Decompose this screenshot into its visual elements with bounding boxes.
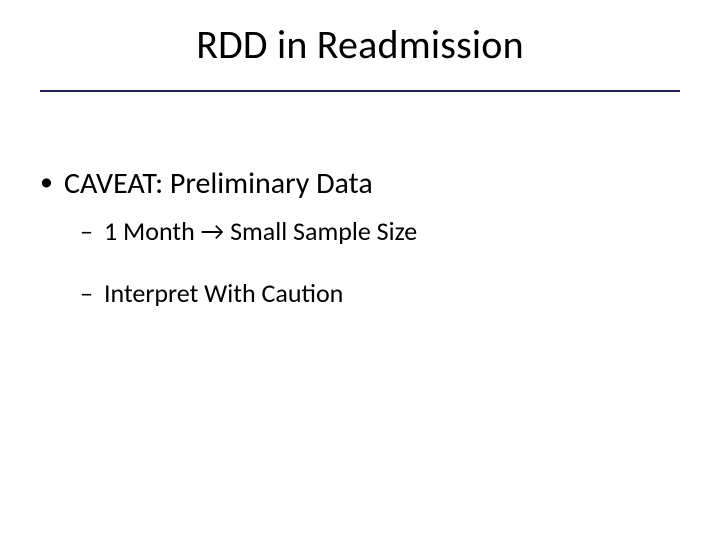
title-underline <box>40 90 680 92</box>
body-content: CAVEAT: Preliminary Data 1 Month → Small… <box>36 165 676 340</box>
bullet-level1: CAVEAT: Preliminary Data <box>36 165 676 203</box>
bullet-level2: 1 Month → Small Sample Size <box>36 215 676 248</box>
bullet-level2: Interpret With Caution <box>36 277 676 310</box>
title-block: RDD in Readmission <box>0 20 720 69</box>
slide: RDD in Readmission CAVEAT: Preliminary D… <box>0 0 720 540</box>
slide-title: RDD in Readmission <box>0 20 720 69</box>
